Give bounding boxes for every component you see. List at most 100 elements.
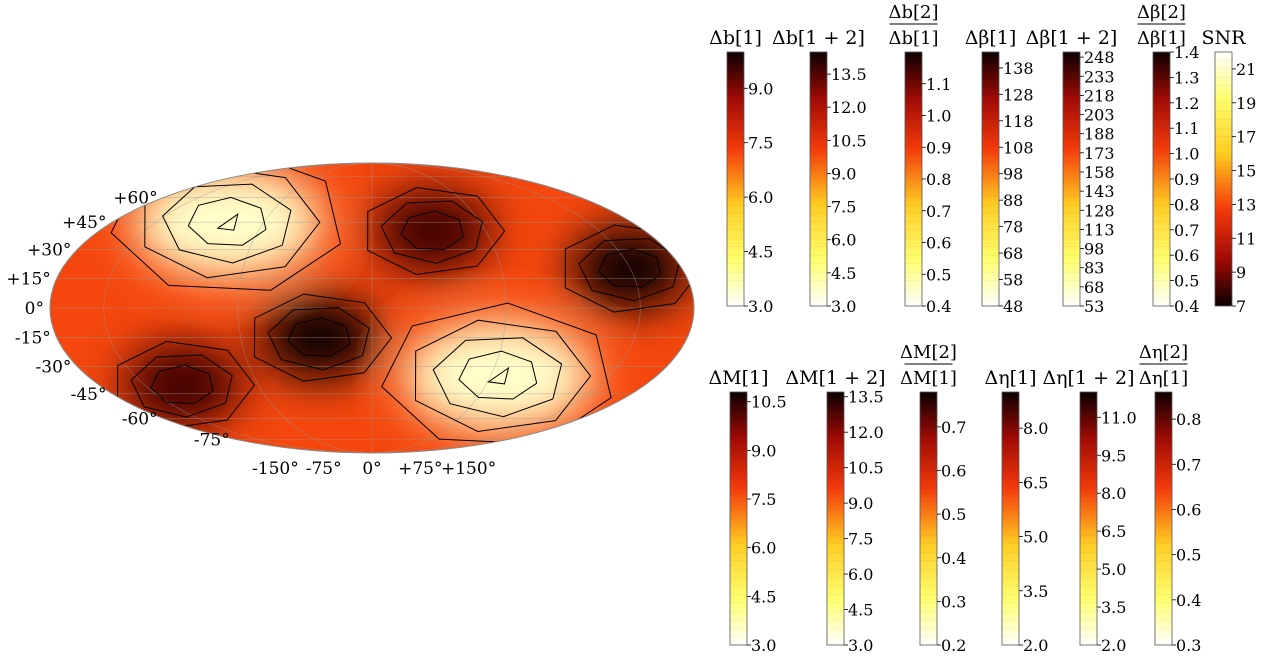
contour-line bbox=[381, 302, 612, 445]
lon-tick-label: +150° bbox=[441, 459, 496, 479]
colorbar-title: Δβ[1] bbox=[965, 27, 1017, 49]
colorbar-tick-label: 1.0 bbox=[926, 107, 951, 126]
colorbar-1: 13.5 12.0 10.5 9.0 7.5 6.0 4.5 3.0 Δb[1 + 2] bbox=[772, 27, 867, 316]
colorbar-tick-label: 0.7 bbox=[1174, 221, 1199, 240]
colorbar-tick-label: 13.5 bbox=[848, 388, 884, 407]
colorbar-tick-label: 1.1 bbox=[926, 75, 951, 94]
colorbar-tick-label: 0.7 bbox=[941, 418, 966, 437]
contour-line bbox=[564, 224, 694, 313]
colorbar-tick-label: 6.0 bbox=[751, 539, 776, 558]
colorbar-tick-label: 0.6 bbox=[1174, 246, 1199, 265]
lat-tick-label: 0° bbox=[25, 299, 44, 319]
gridline-lon bbox=[371, 163, 507, 453]
colorbar-tick-label: 0.5 bbox=[926, 265, 951, 284]
colorbar-tick-label: 68 bbox=[1084, 278, 1104, 297]
colorbar-gradient bbox=[826, 391, 845, 646]
colorbar-tick-label: 0.8 bbox=[1174, 195, 1199, 214]
colorbar-tick-label: 1.4 bbox=[1174, 43, 1199, 62]
lon-tick-label: -150° bbox=[252, 459, 299, 479]
colorbar-title: ΔM[1] bbox=[708, 367, 768, 389]
colorbar-tick-label: 9.0 bbox=[848, 494, 873, 513]
colorbar-tick-label: 6.0 bbox=[831, 231, 856, 250]
lon-tick-labels: -150° -75° 0° +75°+150° bbox=[252, 459, 496, 479]
colorbar-tick-label: 0.3 bbox=[1176, 636, 1201, 655]
colorbar-title-denominator: Δβ[1] bbox=[1137, 28, 1186, 49]
colorbar-title-denominator: ΔM[1] bbox=[900, 368, 957, 389]
lat-tick-label: -75° bbox=[194, 430, 230, 450]
colorbar-gradient bbox=[1079, 391, 1098, 646]
lat-tick-label: +30° bbox=[27, 240, 71, 260]
colorbar-tick-label: 7 bbox=[1236, 297, 1246, 316]
colorbar-tick-label: 10.5 bbox=[831, 131, 867, 150]
colorbar-tick-label: 10.5 bbox=[848, 459, 884, 478]
colorbar-5: 1.4 1.3 1.2 1.1 1.0 0.9 0.8 0.7 0.6 0.5 0.4 Δβ[2] Δβ… bbox=[1137, 2, 1199, 316]
contour-line bbox=[400, 210, 464, 251]
colorbar-tick-label: 68 bbox=[1003, 244, 1023, 263]
colorbar-tick-label: 0.7 bbox=[1176, 455, 1201, 474]
colorbar-title-denominator: Δb[1] bbox=[888, 28, 938, 49]
map-contours bbox=[110, 163, 694, 445]
colorbar-tick-label: 13 bbox=[1236, 195, 1256, 214]
colorbar-tick-label: 6.5 bbox=[1101, 522, 1126, 541]
lat-tick-label: -15° bbox=[15, 329, 51, 349]
colorbar-title: Δη[1] bbox=[984, 367, 1036, 389]
contour-line bbox=[110, 163, 342, 291]
lon-tick-label: 0° bbox=[362, 459, 381, 479]
colorbar-tick-label: 0.5 bbox=[1174, 272, 1199, 291]
colorbars: 9.0 7.5 6.0 4.5 3.0 Δb[1] 13.5 12.0 10.5 9.0 7.5 6.… bbox=[708, 2, 1256, 655]
colorbar-title: Δβ[1 + 2] bbox=[1026, 27, 1118, 49]
colorbar-tick-label: 188 bbox=[1084, 125, 1115, 144]
colorbar-tick-label: 7.5 bbox=[848, 530, 873, 549]
colorbar-tick-label: 233 bbox=[1084, 67, 1115, 86]
lon-tick-label: +75° bbox=[398, 459, 442, 479]
contour-line bbox=[130, 354, 233, 418]
contour-line bbox=[367, 186, 506, 276]
colorbar-tick-label: 248 bbox=[1084, 48, 1115, 67]
colorbar-gradient bbox=[981, 51, 1000, 307]
colorbar-tick-label: 58 bbox=[1003, 271, 1023, 290]
colorbar-title-numerator: Δb[2] bbox=[888, 2, 938, 23]
colorbar-tick-label: 98 bbox=[1003, 165, 1023, 184]
colorbar-gradient bbox=[729, 391, 748, 646]
colorbar-8: 13.5 12.0 10.5 9.0 7.5 6.0 4.5 3.0 ΔM[1 + 2] bbox=[785, 367, 885, 655]
colorbar-tick-label: 4.5 bbox=[831, 264, 856, 283]
colorbar-tick-label: 6.0 bbox=[848, 565, 873, 584]
colorbar-tick-label: 113 bbox=[1084, 220, 1115, 239]
colorbar-tick-label: 9 bbox=[1236, 263, 1246, 282]
colorbar-tick-label: 3.0 bbox=[831, 297, 856, 316]
lat-tick-label: +45° bbox=[62, 213, 106, 233]
colorbar-tick-label: 48 bbox=[1003, 297, 1023, 316]
colorbar-tick-label: 98 bbox=[1084, 240, 1104, 259]
colorbar-tick-label: 4.5 bbox=[848, 601, 873, 620]
contour-line bbox=[458, 350, 538, 400]
colorbar-tick-label: 218 bbox=[1084, 86, 1115, 105]
colorbar-tick-label: 5.0 bbox=[1101, 560, 1126, 579]
colorbar-tick-label: 118 bbox=[1003, 112, 1034, 131]
colorbar-tick-label: 108 bbox=[1003, 138, 1034, 157]
contour-peak bbox=[487, 366, 510, 385]
colorbar-tick-label: 0.9 bbox=[1174, 170, 1199, 189]
colorbar-tick-label: 0.4 bbox=[1176, 591, 1201, 610]
colorbar-tick-label: 0.4 bbox=[926, 297, 951, 316]
colorbar-tick-label: 83 bbox=[1084, 259, 1104, 278]
colorbar-tick-label: 0.7 bbox=[926, 202, 951, 221]
colorbar-tick-label: 203 bbox=[1084, 106, 1115, 125]
colorbar-gradient bbox=[726, 51, 745, 307]
colorbar-tick-label: 128 bbox=[1003, 85, 1034, 104]
colorbar-gradient bbox=[1062, 51, 1081, 307]
colorbar-title: Δη[1 + 2] bbox=[1042, 367, 1134, 389]
colorbar-gradient bbox=[1214, 51, 1233, 307]
colorbar-2: 1.1 1.0 0.9 0.8 0.7 0.6 0.5 0.4 Δb[2] Δb[1] bbox=[888, 2, 951, 316]
colorbar-gradient bbox=[1154, 391, 1173, 646]
colorbar-tick-label: 3.5 bbox=[1101, 598, 1126, 617]
colorbar-tick-label: 7.5 bbox=[751, 490, 776, 509]
heatmap-extremum-1 bbox=[403, 320, 594, 431]
colorbar-tick-label: 1.3 bbox=[1174, 68, 1199, 87]
contour-line bbox=[597, 248, 662, 288]
colorbar-tick-label: 1.2 bbox=[1174, 94, 1199, 113]
colorbar-tick-label: 9.0 bbox=[748, 79, 773, 98]
colorbar-gradient bbox=[1001, 391, 1020, 646]
colorbar-tick-label: 13.5 bbox=[831, 65, 867, 84]
colorbar-tick-label: 143 bbox=[1084, 182, 1115, 201]
